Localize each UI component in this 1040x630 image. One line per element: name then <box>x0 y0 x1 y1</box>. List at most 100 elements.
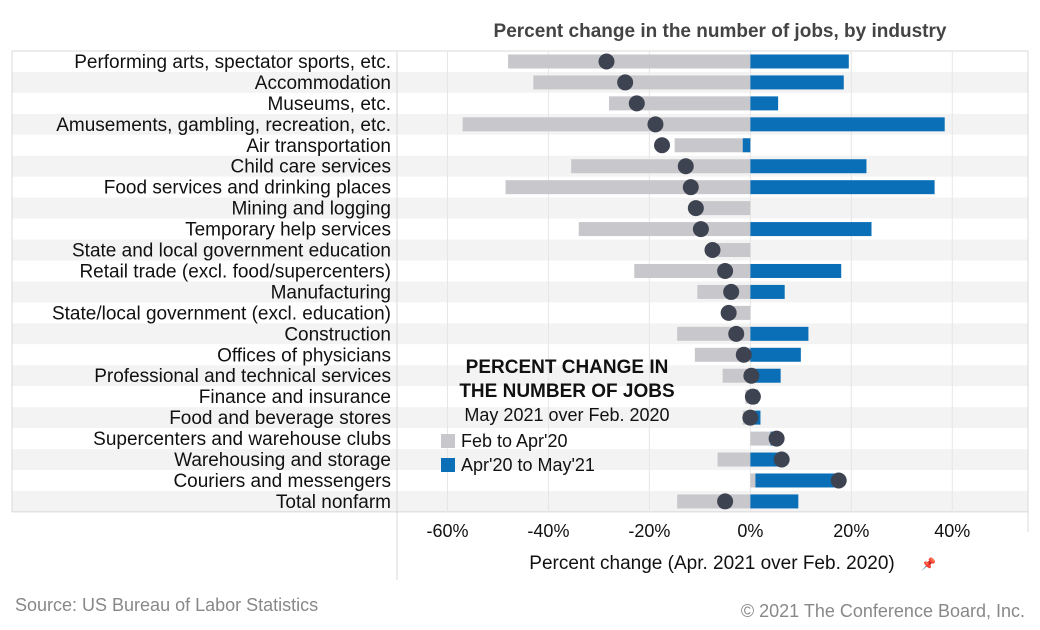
row-band <box>12 386 1028 408</box>
bar-apr20-may21 <box>750 222 872 237</box>
bar-feb-apr20 <box>694 201 751 216</box>
category-label: Finance and insurance <box>199 387 391 408</box>
bar-apr20-may21 <box>750 347 801 362</box>
category-label: Retail trade (excl. food/supercenters) <box>79 261 391 282</box>
legend-swatch-feb-apr20 <box>441 434 455 448</box>
legend-swatch-apr20-may21 <box>441 458 455 472</box>
net-change-dots <box>598 53 847 510</box>
category-labels: Performing arts, spectator sports, etc.A… <box>52 52 391 513</box>
net-change-dot <box>687 200 704 217</box>
category-label: Offices of physicians <box>217 345 391 366</box>
x-tick-label: -40% <box>527 521 569 541</box>
legend-subtitle: May 2021 over Feb. 2020 <box>464 405 669 425</box>
net-change-dot <box>742 409 759 426</box>
x-tick-label: 20% <box>833 521 869 541</box>
category-label: Supercenters and warehouse clubs <box>93 429 391 450</box>
copyright-note: © 2021 The Conference Board, Inc. <box>741 601 1025 621</box>
net-change-dot <box>598 53 615 70</box>
bar-feb-apr20 <box>750 473 756 488</box>
row-band <box>12 197 1028 219</box>
bar-apr20-may21 <box>750 75 844 90</box>
category-label: Accommodation <box>255 73 391 94</box>
category-label: Temporary help services <box>185 220 391 241</box>
category-label: Performing arts, spectator sports, etc. <box>74 52 391 73</box>
bar-apr20-may21 <box>755 473 842 488</box>
net-change-dot <box>717 262 734 279</box>
net-change-dot <box>654 137 671 154</box>
net-change-dot <box>682 179 699 196</box>
bar-feb-apr20 <box>677 494 751 509</box>
legend-label-feb-apr20: Feb to Apr'20 <box>461 431 568 451</box>
legend-label-apr20-may21: Apr'20 to May'21 <box>461 455 595 475</box>
category-label: Warehousing and storage <box>174 450 391 471</box>
legend: PERCENT CHANGE IN THE NUMBER OF JOBS May… <box>441 357 675 475</box>
bar-feb-apr20 <box>578 222 751 237</box>
bar-feb-apr20 <box>717 243 751 258</box>
source-note: Source: US Bureau of Labor Statistics <box>15 595 318 615</box>
category-label: Child care services <box>231 157 392 178</box>
bar-apr20-may21 <box>750 96 779 111</box>
bar-feb-apr20 <box>571 159 751 174</box>
row-band <box>12 490 1028 512</box>
x-tick-labels: -60% -40% -20% 0% 20% 40% <box>426 521 970 541</box>
net-change-dot <box>735 346 752 363</box>
bar-apr20-may21 <box>750 159 867 174</box>
category-label: Professional and technical services <box>94 366 391 387</box>
net-change-dot <box>830 472 847 489</box>
x-tick-label: -20% <box>628 521 670 541</box>
row-band <box>12 281 1028 303</box>
bar-apr20-may21 <box>750 494 799 509</box>
bar-feb-apr20 <box>674 138 751 153</box>
category-label: Mining and logging <box>231 199 391 220</box>
bar-apr20-may21 <box>750 284 785 299</box>
net-change-dot <box>717 493 734 510</box>
bar-apr20-may21 <box>750 54 849 69</box>
category-label: Air transportation <box>246 136 391 157</box>
net-change-dot <box>692 221 709 238</box>
x-tick-label: 0% <box>737 521 763 541</box>
category-label: Museums, etc. <box>267 94 391 115</box>
net-change-dot <box>728 325 745 342</box>
category-label: Couriers and messengers <box>173 471 391 492</box>
bar-apr20-may21 <box>750 263 842 278</box>
net-change-dot <box>647 116 664 133</box>
net-change-dot <box>628 95 645 112</box>
legend-title-line1: PERCENT CHANGE IN <box>466 357 669 378</box>
category-label: Food services and drinking places <box>104 178 391 199</box>
row-band <box>12 218 1028 240</box>
bar-feb-apr20 <box>750 431 771 446</box>
net-change-dot <box>617 74 634 91</box>
category-label: Food and beverage stores <box>169 408 391 429</box>
net-change-dot <box>773 451 790 468</box>
net-change-dot <box>723 283 740 300</box>
bar-feb-apr20 <box>505 180 751 195</box>
bar-feb-apr20 <box>717 452 751 467</box>
net-change-dot <box>768 430 785 447</box>
row-band <box>12 239 1028 261</box>
row-band <box>12 155 1028 177</box>
bar-feb-apr20 <box>508 54 751 69</box>
bar-feb-apr20 <box>609 96 751 111</box>
bar-feb-apr20 <box>694 347 751 362</box>
net-change-dot <box>677 158 694 175</box>
net-change-dot <box>720 304 737 321</box>
row-band <box>12 92 1028 114</box>
x-axis-label: Percent change (Apr. 2021 over Feb. 2020… <box>529 553 894 574</box>
row-band <box>12 407 1028 429</box>
bar-apr20-may21 <box>750 180 935 195</box>
category-label: Total nonfarm <box>276 492 391 513</box>
row-band <box>12 323 1028 345</box>
net-change-dot <box>743 367 760 384</box>
net-change-dot <box>744 388 761 405</box>
chart-title: Percent change in the number of jobs, by… <box>494 21 947 42</box>
row-band <box>12 134 1028 156</box>
category-label: Construction <box>284 324 391 345</box>
x-tick-label: 40% <box>934 521 970 541</box>
bar-feb-apr20 <box>533 75 751 90</box>
bar-apr20-may21 <box>742 138 751 153</box>
row-band <box>12 71 1028 93</box>
bar-apr20-may21 <box>750 326 809 341</box>
row-band <box>12 302 1028 324</box>
pin-icon[interactable]: 📌 <box>921 556 936 571</box>
